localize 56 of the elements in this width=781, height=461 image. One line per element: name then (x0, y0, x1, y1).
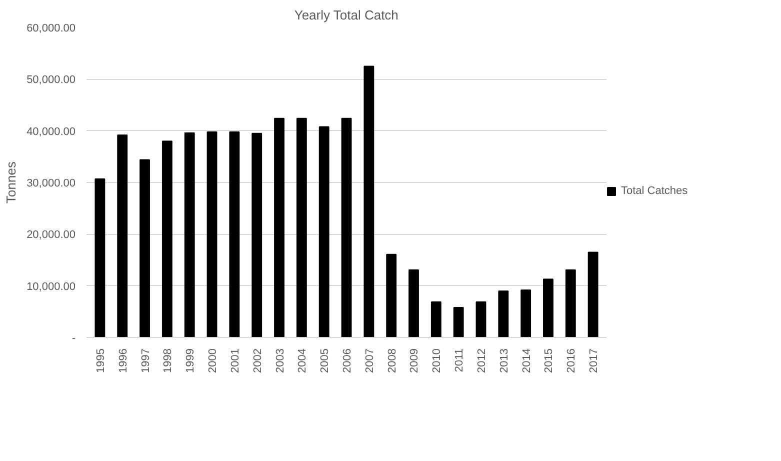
x-tick-label: 2011 (454, 348, 466, 372)
x-tick-label: 2002 (252, 348, 264, 373)
x-tick-label: 2003 (274, 348, 286, 373)
x-tick-label: 1997 (140, 348, 152, 373)
x-tick-label: 2016 (566, 348, 578, 373)
bar (252, 132, 262, 338)
x-tick-label: 2014 (520, 348, 533, 373)
x-tick-label: 2017 (588, 348, 600, 373)
y-axis-title: Tonnes (4, 161, 19, 204)
bar (162, 140, 172, 338)
bar (229, 131, 240, 338)
x-tick-label: 1996 (117, 348, 130, 373)
bar (94, 178, 106, 338)
y-tick-label: 40,000.00 (26, 126, 76, 138)
bar (588, 252, 598, 338)
bar (565, 269, 576, 338)
bar (543, 278, 554, 338)
bar (520, 289, 532, 338)
bar (184, 132, 195, 338)
x-tick-label: 1998 (162, 348, 174, 373)
bar (140, 159, 150, 338)
y-tick-label: 60,000.00 (26, 22, 76, 34)
x-tick-label: 2009 (408, 348, 421, 373)
x-tick-label: 2005 (319, 348, 332, 373)
bar (206, 131, 218, 338)
x-tick-label: 2006 (342, 348, 354, 373)
y-tick-label: 50,000.00 (26, 74, 76, 86)
bar (498, 290, 509, 338)
legend-label: Total Catches (621, 185, 688, 197)
x-tick-label: 1999 (184, 348, 197, 373)
x-tick-label: 2004 (296, 348, 309, 373)
bar (274, 118, 284, 338)
y-tick-label: 20,000.00 (26, 229, 76, 242)
x-tick-label: 2008 (386, 348, 398, 373)
bar (476, 301, 486, 338)
x-tick-label: 2001 (229, 348, 242, 373)
bar (341, 118, 352, 338)
chart-title: Yearly Total Catch (294, 8, 398, 22)
bar (453, 307, 464, 338)
x-tick-label: 2012 (476, 348, 488, 373)
x-tick-label: 2010 (431, 348, 444, 373)
bar (386, 254, 397, 338)
bar (117, 134, 128, 338)
y-tick-label: 30,000.00 (26, 178, 76, 190)
bar (296, 118, 307, 338)
x-tick-label: 2000 (207, 348, 220, 373)
y-tick-label: - (72, 332, 76, 344)
bar (318, 126, 330, 338)
bar (364, 66, 374, 338)
bar (408, 269, 419, 338)
x-tick-label: 2015 (543, 348, 556, 373)
bar (430, 301, 442, 338)
x-tick-label: 1995 (94, 348, 107, 373)
y-tick-label: 10,000.00 (26, 280, 76, 293)
x-tick-label: 2013 (498, 348, 510, 373)
x-tick-label: 2007 (364, 348, 376, 373)
